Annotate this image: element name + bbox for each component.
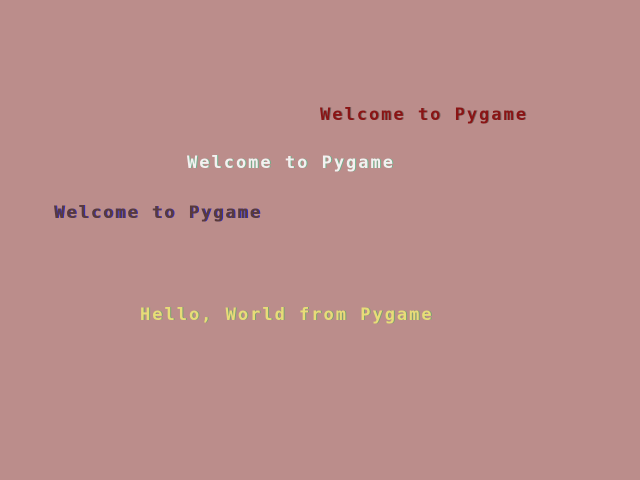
text-line-3: Welcome to Pygame [54, 203, 262, 223]
text-line-1: Welcome to Pygame [320, 105, 528, 125]
text-line-4: Hello, World from Pygame [140, 305, 434, 325]
text-line-2: Welcome to Pygame [187, 153, 395, 173]
